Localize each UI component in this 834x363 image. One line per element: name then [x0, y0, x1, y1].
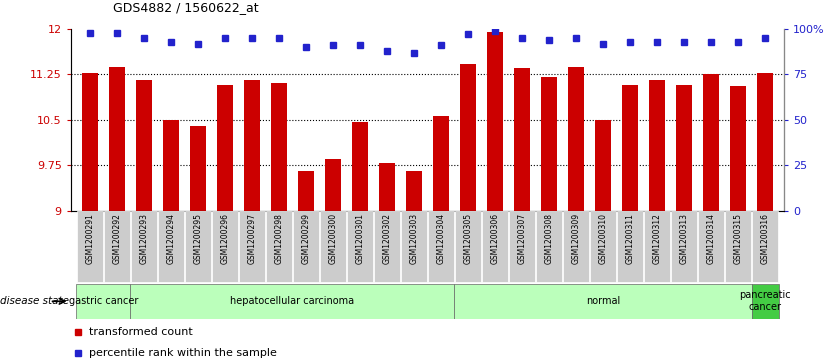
Text: gastric cancer: gastric cancer	[68, 296, 138, 306]
Text: GSM1200302: GSM1200302	[383, 213, 391, 264]
Bar	[676, 85, 692, 211]
FancyBboxPatch shape	[76, 284, 130, 319]
Text: GSM1200301: GSM1200301	[355, 213, 364, 264]
Bar	[244, 81, 260, 211]
FancyBboxPatch shape	[509, 211, 535, 282]
FancyBboxPatch shape	[104, 211, 130, 282]
Bar	[136, 81, 152, 211]
Text: GSM1200292: GSM1200292	[113, 213, 121, 264]
FancyBboxPatch shape	[671, 211, 697, 282]
Text: GSM1200312: GSM1200312	[652, 213, 661, 264]
FancyBboxPatch shape	[131, 211, 157, 282]
FancyBboxPatch shape	[725, 211, 751, 282]
Bar	[649, 81, 665, 211]
Text: GSM1200308: GSM1200308	[545, 213, 554, 264]
Text: GSM1200307: GSM1200307	[517, 213, 526, 264]
FancyBboxPatch shape	[320, 211, 346, 282]
Text: GSM1200297: GSM1200297	[248, 213, 256, 264]
Bar	[163, 120, 179, 211]
FancyBboxPatch shape	[590, 211, 616, 282]
Text: GSM1200293: GSM1200293	[139, 213, 148, 264]
FancyBboxPatch shape	[158, 211, 183, 282]
FancyBboxPatch shape	[130, 284, 455, 319]
FancyBboxPatch shape	[428, 211, 454, 282]
Bar	[568, 67, 584, 211]
Text: GSM1200315: GSM1200315	[734, 213, 742, 264]
Text: GSM1200314: GSM1200314	[706, 213, 716, 264]
Bar	[82, 73, 98, 211]
Text: GSM1200316: GSM1200316	[761, 213, 770, 264]
Text: GSM1200306: GSM1200306	[490, 213, 500, 264]
Bar	[757, 73, 773, 211]
Bar	[189, 126, 206, 211]
FancyBboxPatch shape	[536, 211, 562, 282]
FancyBboxPatch shape	[617, 211, 643, 282]
Text: GSM1200295: GSM1200295	[193, 213, 203, 264]
FancyBboxPatch shape	[482, 211, 508, 282]
Bar	[622, 85, 638, 211]
Bar	[730, 86, 746, 211]
FancyBboxPatch shape	[347, 211, 373, 282]
Text: GSM1200296: GSM1200296	[220, 213, 229, 264]
Text: hepatocellular carcinoma: hepatocellular carcinoma	[230, 296, 354, 306]
Text: GSM1200311: GSM1200311	[626, 213, 635, 264]
Text: GSM1200309: GSM1200309	[571, 213, 580, 264]
FancyBboxPatch shape	[698, 211, 724, 282]
Bar	[271, 83, 287, 211]
Text: percentile rank within the sample: percentile rank within the sample	[88, 348, 277, 358]
FancyBboxPatch shape	[455, 211, 481, 282]
Text: GSM1200291: GSM1200291	[85, 213, 94, 264]
FancyBboxPatch shape	[752, 211, 778, 282]
FancyBboxPatch shape	[751, 284, 779, 319]
Bar	[514, 68, 530, 211]
Bar	[433, 116, 449, 211]
Text: GSM1200313: GSM1200313	[680, 213, 689, 264]
Bar	[298, 171, 314, 211]
Text: GSM1200299: GSM1200299	[301, 213, 310, 264]
Text: GSM1200304: GSM1200304	[436, 213, 445, 264]
FancyBboxPatch shape	[563, 211, 589, 282]
Bar	[487, 32, 503, 211]
Text: GSM1200294: GSM1200294	[166, 213, 175, 264]
Bar	[595, 120, 611, 211]
FancyBboxPatch shape	[401, 211, 427, 282]
Bar	[406, 171, 422, 211]
Bar	[108, 67, 125, 211]
FancyBboxPatch shape	[293, 211, 319, 282]
Text: GSM1200303: GSM1200303	[409, 213, 419, 264]
Text: transformed count: transformed count	[88, 327, 193, 337]
Text: GDS4882 / 1560622_at: GDS4882 / 1560622_at	[113, 1, 259, 15]
Text: pancreatic
cancer: pancreatic cancer	[739, 290, 791, 312]
Bar	[217, 85, 233, 211]
FancyBboxPatch shape	[644, 211, 670, 282]
FancyBboxPatch shape	[185, 211, 211, 282]
FancyBboxPatch shape	[239, 211, 265, 282]
FancyBboxPatch shape	[77, 211, 103, 282]
Bar	[703, 74, 719, 211]
Text: normal: normal	[585, 296, 620, 306]
FancyBboxPatch shape	[266, 211, 292, 282]
Bar	[352, 122, 368, 211]
Text: GSM1200305: GSM1200305	[464, 213, 472, 264]
FancyBboxPatch shape	[212, 211, 238, 282]
Bar	[379, 163, 395, 211]
Bar	[324, 159, 341, 211]
FancyBboxPatch shape	[374, 211, 399, 282]
Text: GSM1200310: GSM1200310	[599, 213, 607, 264]
Text: disease state: disease state	[0, 296, 69, 306]
Text: GSM1200298: GSM1200298	[274, 213, 284, 264]
Bar	[460, 64, 476, 211]
Text: GSM1200300: GSM1200300	[329, 213, 338, 264]
Bar	[541, 77, 557, 211]
FancyBboxPatch shape	[455, 284, 751, 319]
